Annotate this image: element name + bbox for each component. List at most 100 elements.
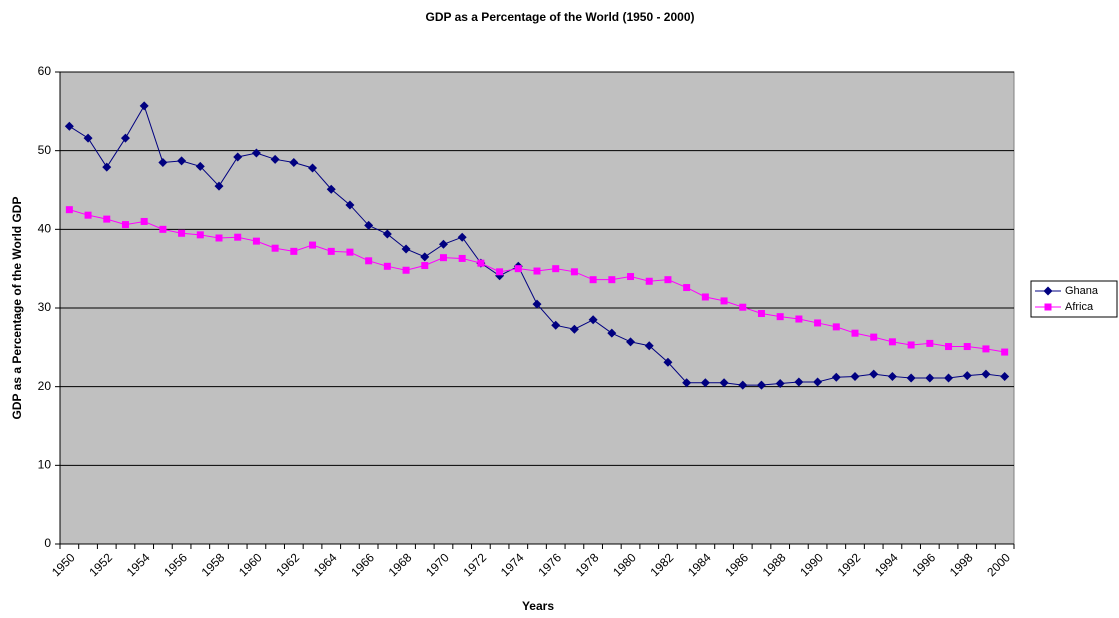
point — [159, 225, 167, 233]
x-tick-label: 1962 — [273, 550, 302, 579]
point — [309, 241, 317, 249]
point — [552, 265, 560, 273]
point — [532, 299, 542, 309]
point — [683, 284, 691, 292]
point — [776, 313, 784, 321]
point — [177, 156, 187, 166]
point — [644, 341, 654, 351]
x-tick-label: 1980 — [610, 550, 639, 579]
point — [120, 133, 130, 143]
point — [982, 345, 990, 353]
legend-label: Africa — [1065, 301, 1094, 313]
x-tick-label: 1966 — [348, 550, 377, 579]
point — [645, 277, 653, 285]
x-tick-label: 1952 — [86, 550, 115, 579]
x-tick-label: 1974 — [498, 550, 527, 579]
x-tick-label: 1998 — [947, 550, 976, 579]
point — [962, 371, 972, 381]
y-tick-label: 40 — [38, 222, 52, 236]
point — [795, 315, 803, 323]
point — [719, 378, 729, 388]
x-tick-label: 1968 — [386, 550, 415, 579]
point — [775, 379, 785, 389]
point — [121, 221, 129, 229]
point — [551, 320, 561, 330]
point — [1000, 371, 1010, 381]
point — [365, 257, 373, 265]
point — [701, 293, 709, 301]
y-tick-label: 10 — [38, 458, 52, 472]
point — [346, 248, 354, 256]
point — [887, 371, 897, 381]
point — [308, 163, 318, 173]
point — [158, 157, 168, 167]
point — [439, 254, 447, 262]
point — [140, 217, 148, 225]
y-tick-label: 60 — [38, 64, 52, 78]
x-tick-label: 1954 — [124, 550, 153, 579]
point — [682, 378, 692, 388]
point — [831, 372, 841, 382]
y-tick-label: 30 — [38, 300, 52, 314]
point — [65, 206, 73, 214]
legend — [1030, 280, 1118, 318]
point — [963, 343, 971, 351]
point — [83, 133, 93, 143]
point — [756, 380, 766, 390]
point — [981, 369, 991, 379]
x-tick-label: 1950 — [49, 550, 78, 579]
point — [832, 323, 840, 331]
point — [738, 380, 748, 390]
point — [663, 357, 673, 367]
point — [251, 148, 261, 158]
point — [196, 231, 204, 239]
point — [627, 273, 635, 281]
point — [438, 239, 448, 249]
point — [626, 337, 636, 347]
point — [139, 101, 149, 111]
y-tick-label: 50 — [38, 143, 52, 157]
point — [607, 328, 617, 338]
x-tick-label: 1982 — [648, 550, 677, 579]
x-tick-label: 1972 — [460, 550, 489, 579]
point — [270, 154, 280, 164]
point — [252, 237, 260, 245]
point — [664, 276, 672, 284]
x-tick-label: 1994 — [872, 550, 901, 579]
point — [514, 265, 522, 273]
point — [402, 266, 410, 274]
x-tick-label: 1990 — [797, 550, 826, 579]
x-tick-label: 1964 — [311, 550, 340, 579]
point — [813, 377, 823, 387]
point — [588, 315, 598, 325]
x-tick-label: 1988 — [760, 550, 789, 579]
point — [533, 267, 541, 275]
point — [888, 338, 896, 346]
point — [870, 333, 878, 341]
point — [364, 220, 374, 230]
point — [290, 247, 298, 255]
x-tick-label: 1986 — [722, 550, 751, 579]
point — [178, 229, 186, 237]
x-tick-label: 1960 — [236, 550, 265, 579]
point — [326, 184, 336, 194]
legend-label: Ghana — [1065, 285, 1099, 297]
point — [907, 341, 915, 349]
y-axis-title: GDP as a Percentage of the World GDP — [10, 197, 24, 420]
point — [850, 371, 860, 381]
point — [569, 324, 579, 334]
point — [945, 343, 953, 351]
point — [477, 259, 485, 267]
y-tick-label: 20 — [38, 379, 52, 393]
point — [214, 181, 224, 191]
point — [739, 303, 747, 311]
point — [382, 229, 392, 239]
point — [926, 339, 934, 347]
point — [589, 276, 597, 284]
point — [757, 310, 765, 318]
point — [944, 373, 954, 383]
point — [720, 297, 728, 305]
point — [233, 152, 243, 162]
point — [102, 162, 112, 172]
